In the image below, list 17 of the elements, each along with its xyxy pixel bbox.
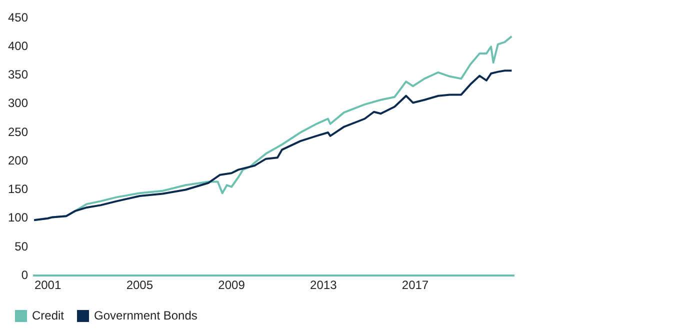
y-tick-label: 200 — [8, 153, 28, 168]
y-tick-label: 150 — [8, 182, 28, 196]
y-tick-label: 350 — [8, 68, 28, 82]
x-tick-label: 2009 — [218, 278, 246, 292]
y-tick-label: 250 — [8, 124, 28, 139]
x-tick-label: 2001 — [34, 278, 62, 292]
y-tick-label: 450 — [8, 10, 28, 24]
x-tick-label: 2017 — [402, 278, 429, 292]
legend-label: Government Bonds — [94, 308, 198, 322]
legend-label: Credit — [32, 308, 65, 322]
x-tick-label: 2013 — [310, 278, 338, 292]
y-tick-label: 300 — [8, 96, 28, 110]
x-tick-label: 2005 — [126, 278, 154, 292]
y-tick-label: 100 — [8, 210, 28, 225]
y-tick-label: 400 — [8, 38, 28, 53]
y-tick-label: 0 — [21, 268, 28, 282]
y-tick-label: 50 — [14, 239, 28, 254]
